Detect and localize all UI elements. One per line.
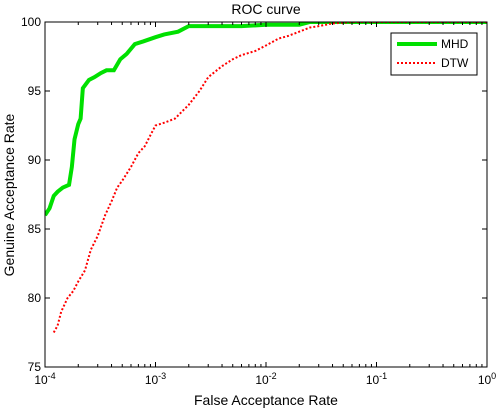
series-line-dtw [52,22,487,333]
chart-title: ROC curve [231,1,300,17]
y-axis-label: Genuine Acceptance Rate [1,113,17,276]
x-tick-label: 100 [478,371,496,387]
y-tick-label: 90 [28,153,42,167]
legend-label-mhd: MHD [441,37,469,51]
legend: MHD DTW [390,32,478,76]
y-tick-label: 95 [28,84,42,98]
y-tick-label: 75 [28,360,42,374]
x-tick-label: 10-4 [34,371,55,387]
y-tick-label: 80 [28,291,42,305]
y-tick-label: 85 [28,222,42,236]
x-tick-label: 10-2 [255,371,276,387]
axes: 75 80 85 90 95 100 10-4 10-3 10-2 10-1 100 [21,15,496,387]
legend-label-dtw: DTW [441,56,469,70]
legend-box [390,32,478,76]
x-tick-label: 10-3 [145,371,166,387]
plot-area [45,22,487,333]
series-line-mhd [45,22,487,217]
x-tick-label: 10-1 [366,371,387,387]
y-tick-label: 100 [21,15,41,29]
x-axis-label: False Acceptance Rate [194,392,338,408]
